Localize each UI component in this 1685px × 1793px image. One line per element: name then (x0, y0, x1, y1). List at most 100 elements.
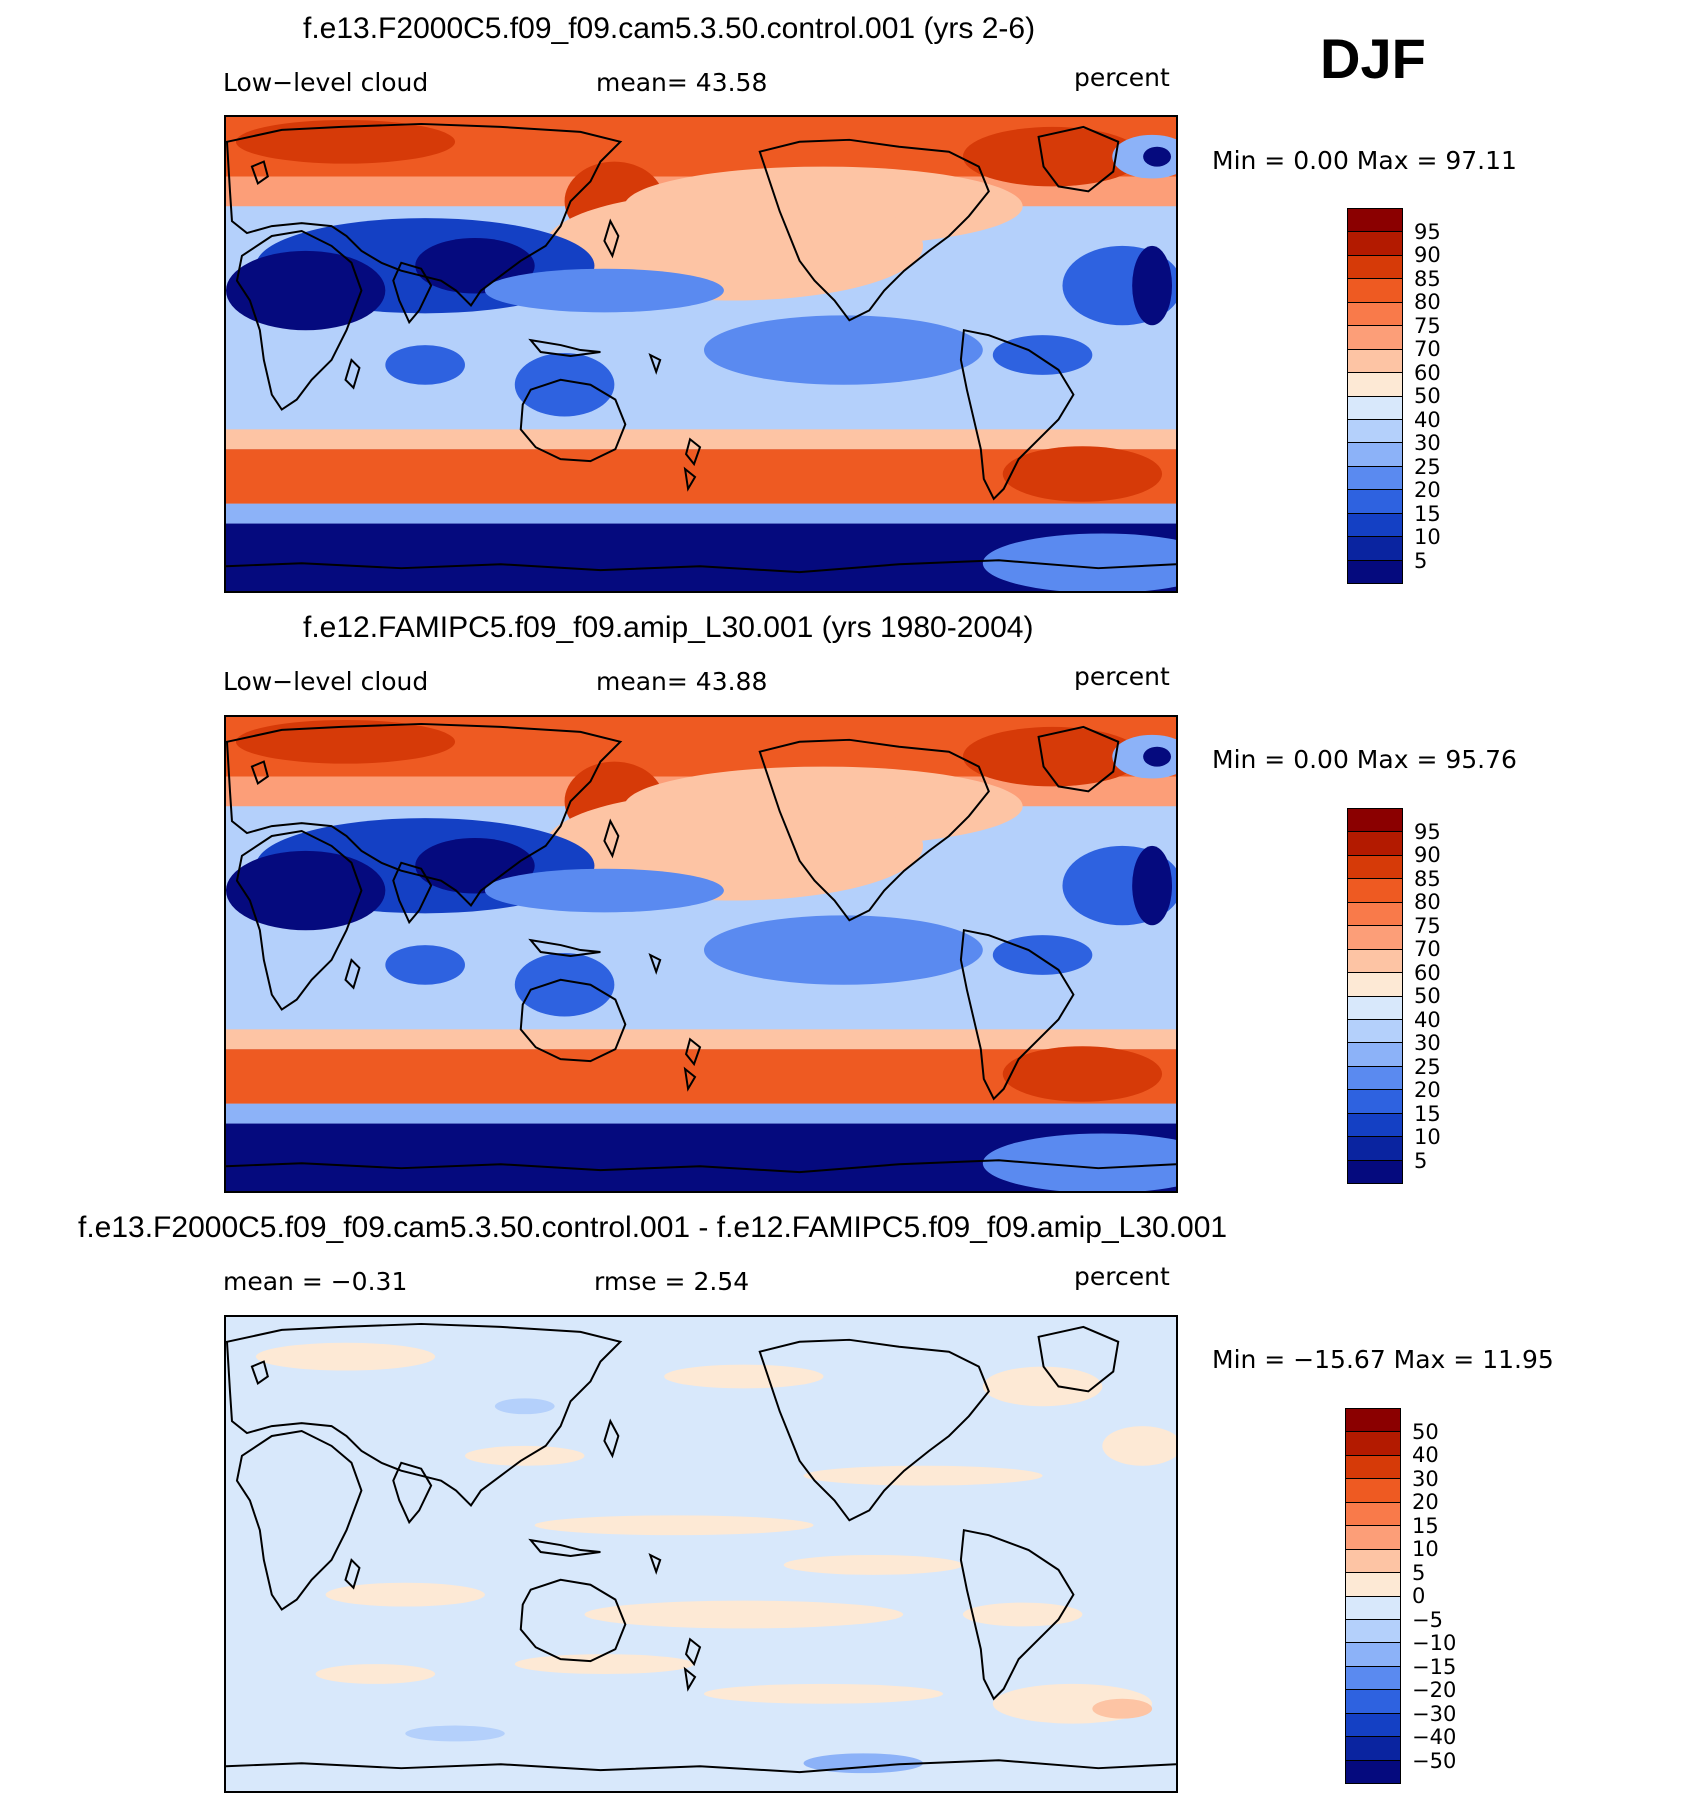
panel-3-minmax-label: Min = −15.67 Max = 11.95 (1212, 1345, 1554, 1374)
panel-1-map (224, 115, 1178, 593)
panel-3-map (224, 1315, 1178, 1793)
colorbar-tick-label: 20 (1412, 1490, 1439, 1514)
colorbar-segment (1348, 1137, 1402, 1161)
colorbar-tick-label: 20 (1414, 478, 1441, 502)
colorbar-tick-label: 15 (1412, 1513, 1439, 1538)
colorbar-segment (1348, 513, 1402, 538)
colorbar-segment (1348, 1113, 1402, 1138)
colorbar-segment (1348, 973, 1402, 997)
panel-1-units-label: percent (1074, 63, 1170, 92)
coastlines (226, 722, 1176, 1174)
colorbar-tick-label: 70 (1414, 937, 1441, 961)
colorbar-segment (1348, 209, 1402, 233)
panel-1-variable-label: Low−level cloud (223, 68, 429, 97)
colorbar-tick-label: 60 (1414, 960, 1441, 985)
colorbar-segment (1348, 1160, 1402, 1183)
panel-2-units-label: percent (1074, 662, 1170, 691)
colorbar-tick-label: 5 (1412, 1560, 1426, 1585)
panel-2-variable-label: Low−level cloud (223, 667, 429, 696)
colorbar-tick-label: 40 (1412, 1443, 1439, 1467)
colorbar-segment (1348, 466, 1402, 491)
colorbar-tick-label: 50 (1414, 984, 1441, 1008)
colorbar-segment (1346, 1596, 1400, 1620)
colorbar-segment (1346, 1760, 1400, 1783)
colorbar-segment (1348, 1043, 1402, 1067)
colorbar-tick-label: −40 (1412, 1725, 1457, 1749)
colorbar-segment (1348, 537, 1402, 561)
panel-1-mean-label: mean= 43.58 (596, 68, 768, 97)
colorbar-segment (1348, 560, 1402, 583)
colorbar-segment (1348, 396, 1402, 420)
colorbar-tick-label: 10 (1414, 1125, 1441, 1149)
colorbar-tick-label: 25 (1414, 1054, 1441, 1079)
panel-2-mean-label: mean= 43.88 (596, 667, 768, 696)
colorbar-tick-label: 95 (1414, 219, 1441, 244)
colorbar-tick-label: 30 (1414, 1031, 1441, 1055)
colorbar-tick-label: 15 (1414, 501, 1441, 526)
colorbar-tick-label: −30 (1412, 1701, 1457, 1726)
colorbar-segment (1346, 1479, 1400, 1503)
colorbar-segment (1346, 1666, 1400, 1691)
colorbar-segment (1346, 1573, 1400, 1597)
colorbar-segment (1348, 326, 1402, 350)
colorbar-segment (1348, 855, 1402, 880)
colorbar-tick-label: 10 (1412, 1537, 1439, 1561)
colorbar-segment (1348, 490, 1402, 514)
colorbar-segment (1346, 1526, 1400, 1550)
colorbar-segment (1348, 419, 1402, 444)
colorbar-tick-label: 75 (1414, 313, 1441, 338)
panel-3-rmse-label: rmse = 2.54 (594, 1267, 750, 1296)
colorbar-segment (1346, 1737, 1400, 1761)
colorbar-segment (1348, 279, 1402, 303)
colorbar-tick-label: −10 (1412, 1631, 1457, 1655)
panel-3-units-label: percent (1074, 1262, 1170, 1291)
colorbar-segment (1348, 809, 1402, 833)
contour-map (226, 717, 1176, 1191)
panel-3-title: f.e13.F2000C5.f09_f09.cam5.3.50.control.… (78, 1211, 1228, 1244)
colorbar-segment (1348, 443, 1402, 467)
colorbar-segment (1348, 255, 1402, 280)
panel-3-colorbar (1345, 1408, 1401, 1784)
colorbar-segment (1346, 1502, 1400, 1527)
colorbar-tick-label: −20 (1412, 1678, 1457, 1702)
colorbar-tick-label: 30 (1414, 431, 1441, 455)
colorbar-segment (1348, 1019, 1402, 1044)
panel-2-title: f.e12.FAMIPC5.f09_f09.amip_L30.001 (yrs … (303, 611, 1034, 644)
colorbar-tick-label: 20 (1414, 1078, 1441, 1102)
colorbar-segment (1346, 1455, 1400, 1480)
colorbar-tick-label: 5 (1414, 1148, 1428, 1173)
panel-1-colorbar (1347, 208, 1403, 584)
colorbar-segment (1346, 1549, 1400, 1574)
colorbar-segment (1346, 1690, 1400, 1714)
colorbar-segment (1348, 302, 1402, 327)
colorbar-tick-label: 15 (1414, 1101, 1441, 1126)
contour-map (226, 117, 1176, 591)
colorbar-tick-label: 5 (1414, 548, 1428, 573)
colorbar-segment (1348, 926, 1402, 950)
colorbar-tick-label: 60 (1414, 360, 1441, 385)
colorbar-segment (1348, 373, 1402, 397)
season-label: DJF (1320, 27, 1426, 90)
panel-1-title: f.e13.F2000C5.f09_f09.cam5.3.50.control.… (303, 12, 1036, 45)
colorbar-tick-label: 80 (1414, 890, 1441, 914)
colorbar-tick-label: 90 (1414, 843, 1441, 867)
colorbar-tick-label: 95 (1414, 819, 1441, 844)
colorbar-tick-label: 0 (1412, 1584, 1426, 1608)
colorbar-segment (1348, 349, 1402, 374)
colorbar-tick-label: 10 (1414, 525, 1441, 549)
colorbar-tick-label: 40 (1414, 1007, 1441, 1032)
coastlines (226, 1322, 1176, 1774)
panel-2-minmax-label: Min = 0.00 Max = 95.76 (1212, 745, 1517, 774)
colorbar-tick-label: 25 (1414, 454, 1441, 479)
colorbar-segment (1348, 232, 1402, 256)
colorbar-segment (1346, 1432, 1400, 1456)
colorbar-segment (1346, 1643, 1400, 1667)
coastlines (226, 122, 1176, 574)
colorbar-tick-label: 50 (1414, 384, 1441, 408)
panel-2-colorbar (1347, 808, 1403, 1184)
colorbar-tick-label: −5 (1412, 1607, 1443, 1632)
colorbar-segment (1348, 1090, 1402, 1114)
colorbar-tick-label: 85 (1414, 866, 1441, 891)
panel-2-map (224, 715, 1178, 1193)
colorbar-tick-label: 80 (1414, 290, 1441, 314)
